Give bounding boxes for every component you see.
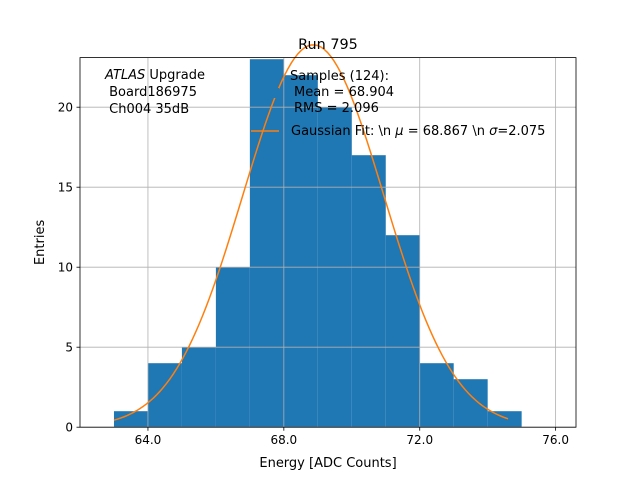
- plot-frame: [79, 57, 577, 428]
- x-axis-label: Energy [ADC Counts]: [259, 456, 396, 471]
- atlas-label: ATLAS: [104, 68, 145, 83]
- annotation-line-2: Board186975: [105, 85, 197, 100]
- fit-label-sigma: σ: [489, 124, 498, 139]
- annotation-line-3: Ch004 35dB: [105, 102, 189, 117]
- histogram-bar: [487, 411, 522, 428]
- legend-histogram-swatch: [251, 88, 279, 98]
- legend-histogram-label-2: Mean = 68.904: [294, 85, 394, 100]
- histogram-bar: [181, 347, 216, 428]
- histogram-bar: [113, 411, 148, 428]
- fit-label-prefix: Gaussian Fit: \n: [291, 124, 395, 139]
- y-tick-label: 15: [58, 180, 73, 194]
- histogram-bar: [283, 75, 318, 428]
- x-tick-label: 64.0: [135, 433, 162, 447]
- legend-fit-label: Gaussian Fit: \n μ = 68.867 \n σ=2.075: [291, 124, 545, 139]
- fit-label-suffix: =2.075: [497, 124, 545, 139]
- legend: Samples (124): Mean = 68.904 RMS = 2.096…: [251, 69, 545, 139]
- legend-histogram-label-1: Samples (124):: [290, 69, 389, 84]
- chart-title: Run 795: [298, 37, 358, 53]
- x-tick-label: 76.0: [542, 433, 569, 447]
- x-tick-label: 68.0: [270, 433, 297, 447]
- gaussian-fit-line: [113, 44, 509, 421]
- histogram-bar: [351, 155, 386, 428]
- annotation-line-1: ATLAS Upgrade: [104, 68, 205, 83]
- y-axis-label: Entries: [33, 220, 48, 266]
- histogram-bar: [249, 59, 284, 428]
- fit-label-mu: μ: [394, 124, 403, 139]
- histogram-bar: [147, 363, 182, 428]
- legend-histogram-label-3: RMS = 2.096: [294, 101, 379, 116]
- histogram-bar: [419, 363, 454, 428]
- y-tick-label: 5: [65, 340, 73, 354]
- x-tick-label: 72.0: [406, 433, 433, 447]
- atlas-annotation: ATLAS Upgrade Board186975 Ch004 35dB: [104, 68, 205, 117]
- upgrade-label: Upgrade: [145, 68, 205, 83]
- axis-ticks: 64.0 68.0 72.0 76.0 0 5 10 15 20: [58, 100, 569, 447]
- fit-label-middle: = 68.867 \n: [404, 124, 490, 139]
- y-tick-label: 0: [65, 420, 73, 434]
- y-tick-label: 10: [58, 260, 73, 274]
- histogram-bar: [453, 379, 488, 428]
- y-tick-label: 20: [58, 100, 73, 114]
- histogram-bar: [385, 235, 420, 428]
